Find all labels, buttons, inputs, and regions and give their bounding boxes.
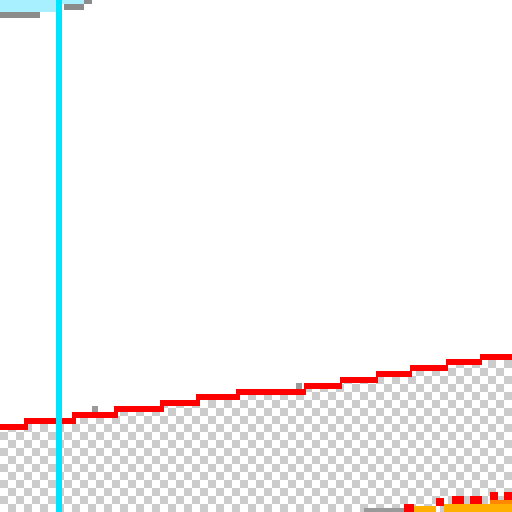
transparent-region	[0, 354, 512, 512]
vertical-guide-line[interactable]	[56, 0, 62, 512]
red-edge-line	[0, 354, 512, 430]
top-left-shape	[0, 0, 92, 18]
edge-antialias-pixels	[92, 383, 302, 412]
bottom-right-fragment	[364, 492, 512, 512]
